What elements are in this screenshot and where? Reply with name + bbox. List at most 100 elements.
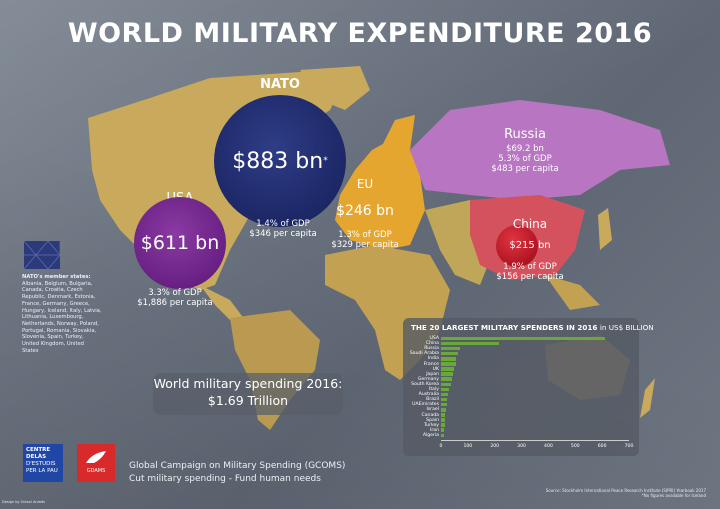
chart-row: China bbox=[403, 341, 639, 346]
chart-row: India bbox=[403, 356, 639, 361]
chart-row-label: India bbox=[427, 356, 439, 362]
chart-row-label: Germany bbox=[417, 376, 439, 382]
chart-tick: 100 bbox=[463, 444, 473, 449]
chart-bar bbox=[441, 341, 499, 346]
chart-row: UK bbox=[403, 367, 639, 372]
logo1-line2: D'ESTUDIS bbox=[26, 461, 56, 467]
chart-row-label: South Korea bbox=[411, 381, 439, 387]
chart-row-label: Brazil bbox=[426, 397, 439, 403]
nato-stats: 1.4% of GDP $346 per capita bbox=[228, 219, 338, 240]
nato-member-list: NATO's member states: Albania, Belgium, … bbox=[22, 274, 102, 354]
chart-bar bbox=[441, 377, 452, 381]
chart-row: UAEmirates bbox=[403, 402, 639, 407]
chart-row: Saudi Arabia bbox=[403, 351, 639, 356]
centre-delas-logo: CENTRE DELÀS D'ESTUDIS PER LA PAU bbox=[23, 444, 63, 482]
chart-tick: 600 bbox=[597, 444, 607, 449]
china-gdp: 1.9% of GDP bbox=[503, 262, 557, 272]
chart-bar bbox=[441, 346, 460, 351]
chart-bar bbox=[441, 392, 448, 397]
chart-row-label: UAEmirates bbox=[412, 402, 439, 408]
china-per-capita: $156 per capita bbox=[496, 271, 564, 282]
russia-stats: $69.2 bn 5.3% of GDP $483 per capita bbox=[470, 144, 580, 174]
chart-bar bbox=[441, 418, 446, 422]
chart-row: Algeria bbox=[403, 433, 639, 438]
eu-stats: 1.3% of GDP $329 per capita bbox=[315, 230, 415, 251]
chart-tick: 0 bbox=[439, 444, 443, 449]
chart-row-label: USA bbox=[429, 336, 439, 341]
russia-value: $69.2 bn bbox=[506, 144, 544, 154]
gdams-logo: GDAMS bbox=[77, 444, 115, 482]
eu-per-capita: $329 per capita bbox=[331, 239, 399, 250]
eu-value: $246 bn bbox=[336, 203, 394, 219]
nato-footnote-mark: * bbox=[323, 156, 328, 166]
chart-row-label: Spain bbox=[426, 417, 439, 423]
usa-gdp: 3.3% of GDP bbox=[148, 288, 202, 298]
russia-per-capita: $483 per capita bbox=[491, 163, 559, 174]
chart-tick: 200 bbox=[490, 444, 500, 449]
nato-gdp: 1.4% of GDP bbox=[256, 219, 310, 229]
logo1-line3: PER LA PAU bbox=[26, 468, 58, 474]
design-credit: Design by Octavi Andrés bbox=[2, 500, 46, 504]
chart-row: Australia bbox=[403, 392, 639, 397]
chart-bar bbox=[441, 362, 457, 366]
chart-row: USA bbox=[403, 336, 639, 341]
campaign-text: Global Campaign on Military Spending (GC… bbox=[129, 460, 345, 486]
chart-bar bbox=[441, 351, 459, 356]
chart-bar bbox=[441, 428, 445, 432]
china-label: China bbox=[512, 217, 548, 231]
chart-row: Brazil bbox=[403, 397, 639, 402]
chart-tick: 400 bbox=[544, 444, 553, 449]
chart-row-label: Japan bbox=[426, 371, 439, 377]
chart-bar bbox=[441, 387, 449, 392]
source-note: Source: Stockholm International Peace Re… bbox=[546, 488, 706, 498]
campaign-line1: Global Campaign on Military Spending (GC… bbox=[129, 461, 346, 471]
source-text: Source: Stockholm International Peace Re… bbox=[545, 488, 706, 493]
usa-stats: 3.3% of GDP $1,886 per capita bbox=[120, 288, 230, 309]
footnote-text: *No figures available for Iceland bbox=[641, 493, 706, 498]
usa-bubble: $611 bn bbox=[134, 197, 226, 289]
world-total-box: World military spending 2016: $1.69 Tril… bbox=[153, 373, 343, 415]
china-stats: 1.9% of GDP $156 per capita bbox=[475, 262, 585, 283]
chart-row: France bbox=[403, 362, 639, 367]
chart-title-main: THE 20 LARGEST MILITARY SPENDERS IN 2016 bbox=[411, 323, 598, 332]
chart-row: Russia bbox=[403, 346, 639, 351]
logo2-text: GDAMS bbox=[86, 468, 106, 474]
dove-icon bbox=[86, 451, 106, 463]
chart-bar bbox=[441, 402, 448, 407]
campaign-line2: Cut military spending - Fund human needs bbox=[129, 474, 321, 484]
nato-members-heading: NATO's member states: bbox=[22, 274, 91, 280]
chart-row: Turkey bbox=[403, 423, 639, 428]
chart-row: Japan bbox=[403, 372, 639, 377]
eu-label: EU bbox=[356, 177, 374, 191]
chart-row: Spain bbox=[403, 418, 639, 423]
chart-bar bbox=[441, 382, 451, 387]
chart-bar bbox=[441, 357, 457, 361]
chart-row-label: Canada bbox=[421, 412, 439, 418]
usa-value: $611 bn bbox=[140, 232, 220, 254]
logo1-line1: CENTRE DELÀS bbox=[26, 447, 51, 460]
chart-row-label: Algeria bbox=[422, 432, 439, 438]
chart-row-label: Israel bbox=[426, 407, 439, 413]
china-value: $215 bn bbox=[509, 240, 551, 251]
chart-row-label: UK bbox=[432, 366, 439, 372]
world-total-value: $1.69 Trillion bbox=[207, 393, 289, 408]
chart-bar bbox=[441, 433, 444, 438]
top20-chart: THE 20 LARGEST MILITARY SPENDERS IN 2016… bbox=[403, 318, 654, 456]
chart-title: THE 20 LARGEST MILITARY SPENDERS IN 2016… bbox=[411, 323, 654, 332]
nato-bubble: $883 bn * bbox=[214, 95, 346, 227]
nato-members-text: Albania, Belgium, Bulgaria, Canada, Croa… bbox=[22, 280, 102, 354]
chart-bar bbox=[441, 413, 446, 417]
chart-row-label: Turkey bbox=[424, 422, 439, 428]
eu-gdp: 1.3% of GDP bbox=[338, 230, 392, 240]
nato-per-capita: $346 per capita bbox=[249, 228, 317, 239]
chart-row: Iran bbox=[403, 428, 639, 433]
chart-bar bbox=[441, 423, 446, 427]
chart-row-label: Saudi Arabia bbox=[409, 351, 439, 357]
chart-row: Canada bbox=[403, 413, 639, 418]
chart-bar bbox=[441, 408, 446, 412]
china-bubble bbox=[496, 225, 538, 267]
nato-value: $883 bn bbox=[232, 148, 324, 174]
chart-title-suffix: in US$ BILLION bbox=[599, 323, 654, 332]
world-total-label: World military spending 2016: bbox=[153, 376, 343, 391]
chart-row: Israel bbox=[403, 407, 639, 412]
